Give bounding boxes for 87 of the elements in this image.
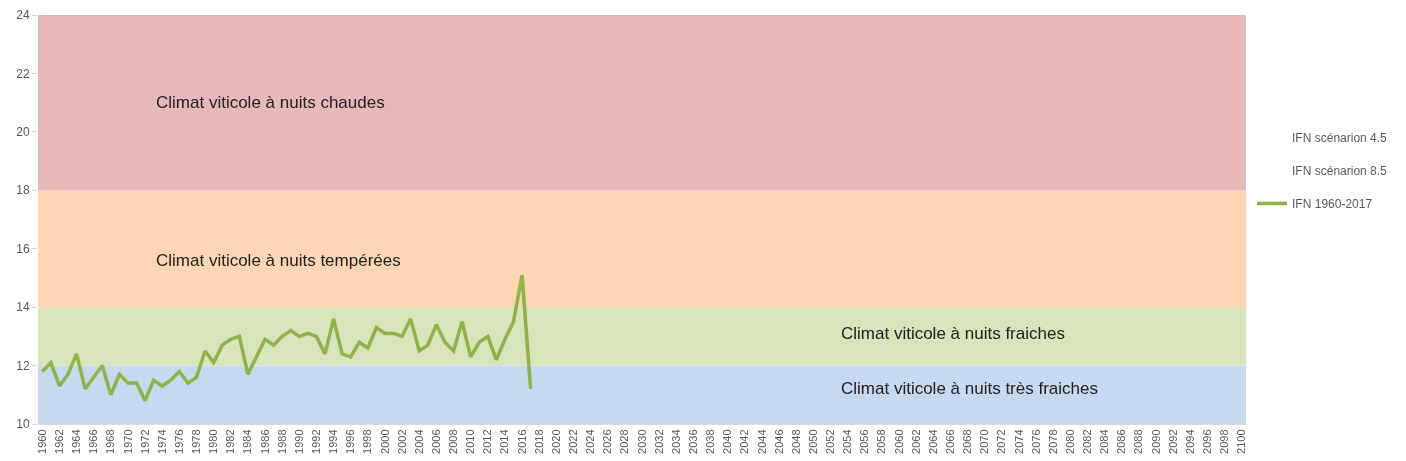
x-tick-label: 2006 bbox=[429, 429, 442, 454]
band-label: Climat viticole à nuits tempérées bbox=[156, 251, 401, 270]
x-tick-label: 2012 bbox=[481, 429, 494, 454]
x-tick-label: 1964 bbox=[70, 429, 83, 454]
x-tick-label: 2048 bbox=[789, 429, 802, 454]
x-tick-label: 2082 bbox=[1081, 429, 1094, 454]
x-tick-label: 2030 bbox=[635, 429, 648, 454]
x-tick-label: 2076 bbox=[1029, 429, 1042, 454]
x-tick-label: 2100 bbox=[1235, 429, 1248, 454]
x-tick-label: 2096 bbox=[1201, 429, 1214, 454]
line-series bbox=[40, 273, 533, 403]
x-tick-label: 1988 bbox=[275, 429, 288, 454]
x-tick-label: 2066 bbox=[944, 429, 957, 454]
x-tick-label: 2042 bbox=[738, 429, 751, 454]
x-tick-label: 2046 bbox=[772, 429, 785, 454]
x-tick-label: 2068 bbox=[961, 429, 974, 454]
x-tick-label: 1966 bbox=[87, 429, 100, 454]
y-tick-label: 16 bbox=[16, 241, 30, 256]
x-tick-label: 2002 bbox=[395, 429, 408, 454]
x-tick-label: 2026 bbox=[601, 429, 614, 454]
x-tick-label: 2036 bbox=[686, 429, 699, 454]
x-tick-label: 1974 bbox=[155, 429, 168, 454]
x-tick-label: 1986 bbox=[258, 429, 271, 454]
x-tick-label: 2022 bbox=[567, 429, 580, 454]
x-tick-label: 2070 bbox=[978, 429, 991, 454]
text: IFN scénarion 8.5 bbox=[1292, 164, 1388, 179]
x-tick-label: 2072 bbox=[995, 429, 1008, 454]
x-tick-label: 1978 bbox=[190, 429, 203, 454]
band-label: Climat viticole à nuits chaudes bbox=[156, 93, 385, 112]
band-label: Climat viticole à nuits fraiches bbox=[841, 324, 1065, 343]
band-label: Climat viticole à nuits très fraiches bbox=[841, 379, 1098, 398]
x-tick-label: 1972 bbox=[138, 429, 151, 454]
x-tick-label: 2044 bbox=[755, 429, 768, 454]
x-tick-label: 1996 bbox=[344, 429, 357, 454]
text: IFN scénarion 4.5 bbox=[1292, 131, 1388, 146]
x-tick-label: 1994 bbox=[327, 429, 340, 454]
x-tick-label: 2020 bbox=[549, 429, 562, 454]
x-tick-label: 1960 bbox=[35, 429, 48, 454]
x-tick-label: 2000 bbox=[378, 429, 391, 454]
x-tick-label: 1982 bbox=[224, 429, 237, 454]
y-tick-label: 18 bbox=[16, 183, 30, 198]
x-tick-label: 2092 bbox=[1166, 429, 1179, 454]
x-tick-label: 1980 bbox=[207, 429, 220, 454]
x-tick-label: 2032 bbox=[652, 429, 665, 454]
x-tick-label: 2028 bbox=[618, 429, 631, 454]
x-tick-label: 2016 bbox=[515, 429, 528, 454]
x-tick-label: 2054 bbox=[841, 429, 854, 454]
x-tick-label: 1968 bbox=[104, 429, 117, 454]
x-tick-label: 2060 bbox=[892, 429, 905, 454]
x-tick-label: 2098 bbox=[1218, 429, 1231, 454]
x-tick-label: 2008 bbox=[447, 429, 460, 454]
x-tick-label: 2034 bbox=[669, 429, 682, 454]
y-tick-label: 12 bbox=[16, 358, 30, 373]
x-tick-label: 2086 bbox=[1115, 429, 1128, 454]
x-tick-label: 2004 bbox=[412, 429, 425, 454]
y-tick-label: 24 bbox=[16, 8, 30, 23]
x-tick-label: 2058 bbox=[875, 429, 888, 454]
x-tick-label: 2038 bbox=[704, 429, 717, 454]
x-tick-label: 1990 bbox=[292, 429, 305, 454]
x-tick-label: 2018 bbox=[532, 429, 545, 454]
x-tick-label: 2040 bbox=[721, 429, 734, 454]
y-tick-label: 14 bbox=[16, 300, 30, 315]
x-tick-label: 2084 bbox=[1098, 429, 1111, 454]
x-tick-label: 2024 bbox=[584, 429, 597, 454]
x-tick-label: 2094 bbox=[1183, 429, 1196, 454]
y-tick-label: 22 bbox=[16, 66, 30, 81]
x-tick-label: 2050 bbox=[806, 429, 819, 454]
x-tick-label: 1998 bbox=[361, 429, 374, 454]
x-tick-label: 2080 bbox=[1063, 429, 1076, 454]
x-tick-label: 2014 bbox=[498, 429, 511, 454]
y-tick-label: 20 bbox=[16, 125, 30, 140]
x-tick-label: 2056 bbox=[858, 429, 871, 454]
y-tick-label: 10 bbox=[16, 417, 30, 432]
x-tick-label: 1970 bbox=[121, 429, 134, 454]
x-tick-label: 1992 bbox=[310, 429, 323, 454]
x-tick-label: 2074 bbox=[1012, 429, 1025, 454]
legend-label: IFN 1960-2017 bbox=[1292, 197, 1373, 212]
x-tick-label: 2010 bbox=[464, 429, 477, 454]
x-tick-label: 2062 bbox=[909, 429, 922, 454]
x-tick-label: 1984 bbox=[241, 429, 254, 454]
x-tick-label: 2078 bbox=[1046, 429, 1059, 454]
x-tick-label: 2090 bbox=[1149, 429, 1162, 454]
x-tick-label: 2064 bbox=[926, 429, 939, 454]
x-tick-label: 1976 bbox=[172, 429, 185, 454]
x-tick-label: 1962 bbox=[52, 429, 65, 454]
x-tick-label: 2088 bbox=[1132, 429, 1145, 454]
x-tick-label: 2052 bbox=[824, 429, 837, 454]
